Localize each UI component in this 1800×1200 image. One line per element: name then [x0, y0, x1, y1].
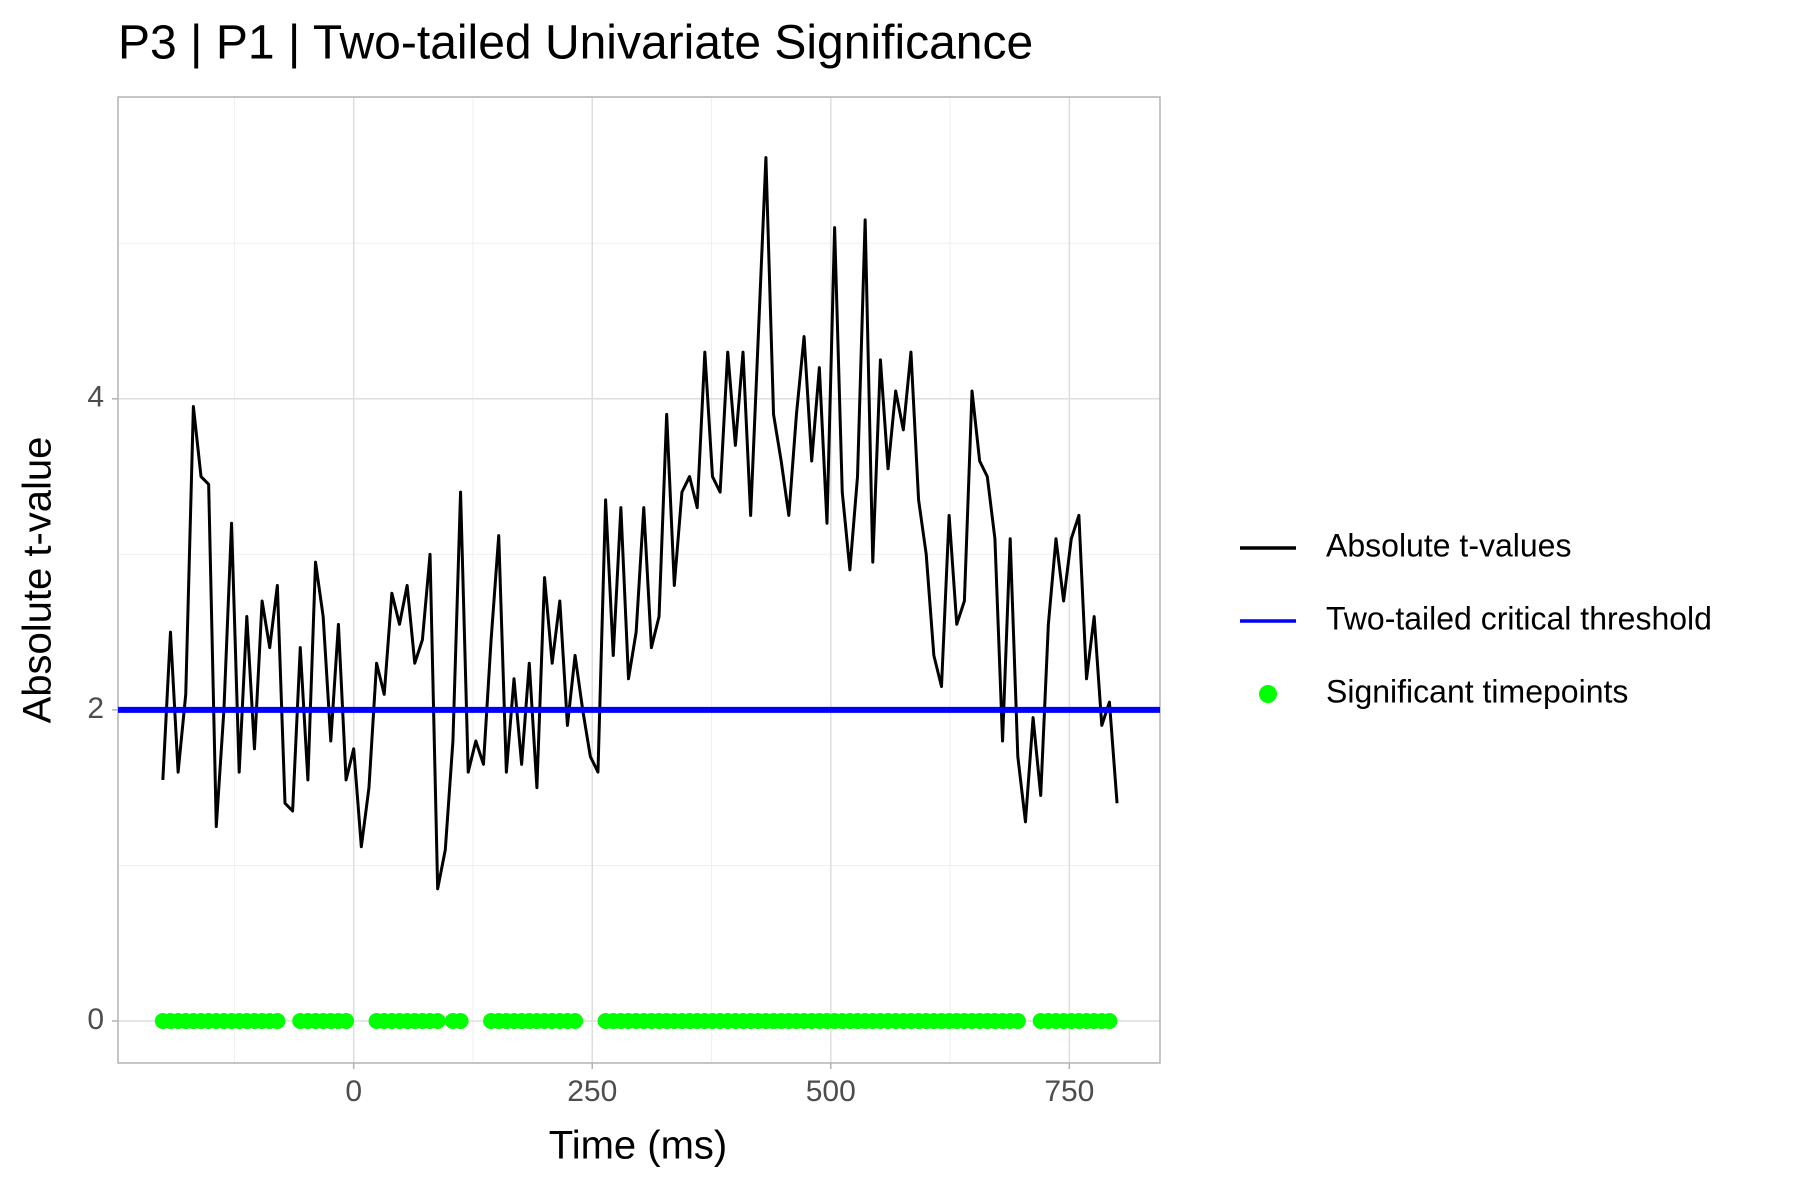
x-axis-label: Time (ms): [549, 1124, 727, 1168]
y-tick-label: 4: [87, 381, 104, 414]
significant-point: [338, 1013, 355, 1029]
t-value-line: [161, 156, 1119, 891]
legend-label: Absolute t-values: [1326, 527, 1571, 563]
y-tick-label: 2: [87, 692, 104, 725]
significant-point: [269, 1013, 286, 1029]
legend-label: Significant timepoints: [1326, 673, 1628, 709]
legend-key: [1259, 685, 1277, 703]
significant-point: [429, 1013, 446, 1029]
significant-point: [1101, 1013, 1118, 1029]
x-tick-label: 250: [567, 1075, 617, 1108]
x-tick-label: 0: [345, 1075, 362, 1108]
x-tick-label: 750: [1044, 1075, 1094, 1108]
significant-point: [452, 1013, 469, 1029]
chart-title: P3 | P1 | Two-tailed Univariate Signific…: [118, 17, 1033, 70]
legend-label: Two-tailed critical threshold: [1326, 600, 1712, 636]
panel-border: [117, 96, 1161, 1064]
significant-point: [567, 1013, 584, 1029]
y-tick-label: 0: [87, 1003, 104, 1036]
x-tick-label: 500: [806, 1075, 856, 1108]
significant-point: [1009, 1013, 1026, 1029]
y-axis-label: Absolute t-value: [16, 437, 60, 724]
